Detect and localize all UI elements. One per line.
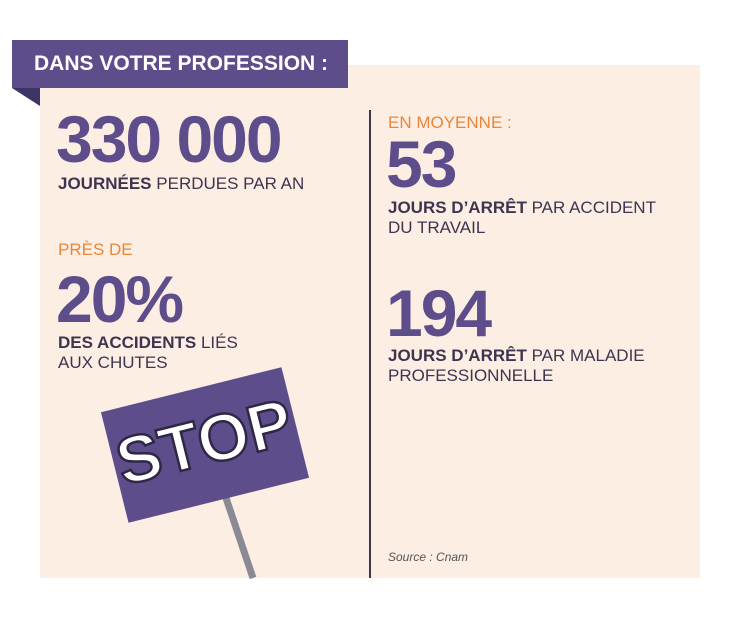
sign-board — [100, 367, 310, 523]
stat-label: JOURS D’ARRÊT PAR ACCIDENT DU TRAVAIL — [388, 198, 683, 238]
banner-fold — [12, 88, 40, 106]
source: Source : Cnam — [388, 550, 469, 564]
divider — [369, 110, 371, 578]
stat-value: 20% — [56, 262, 184, 336]
stat-label: JOURS D’ARRÊT PAR MALADIE PROFESSIONNELL… — [388, 346, 683, 386]
label-bold: JOURS D’ARRÊT — [388, 198, 527, 217]
label-text: LIÉS AUX CHUTES — [58, 333, 238, 372]
stat-value: 194 — [386, 276, 492, 350]
stat-label: JOURNÉES PERDUES PAR AN — [58, 174, 358, 194]
label-text: PERDUES PAR AN — [156, 174, 305, 193]
stop-sign: STOP — [100, 367, 310, 523]
sign-post — [221, 493, 257, 580]
label-text: PAR MALADIE PROFESSIONNELLE — [388, 346, 645, 385]
stat-value: 53 — [386, 127, 457, 201]
label-bold: DES ACCIDENTS — [58, 333, 197, 352]
label-bold: JOURNÉES — [58, 174, 152, 193]
stat-intro: PRÈS DE — [58, 240, 133, 259]
stat-label: DES ACCIDENTS LIÉS AUX CHUTES — [58, 333, 258, 373]
stat-intro: EN MOYENNE : — [388, 113, 512, 132]
banner: DANS VOTRE PROFESSION : — [12, 40, 348, 88]
stat-value: 330 000 — [56, 102, 283, 176]
label-bold: JOURS D’ARRÊT — [388, 346, 527, 365]
label-text: PAR ACCIDENT DU TRAVAIL — [388, 198, 656, 237]
